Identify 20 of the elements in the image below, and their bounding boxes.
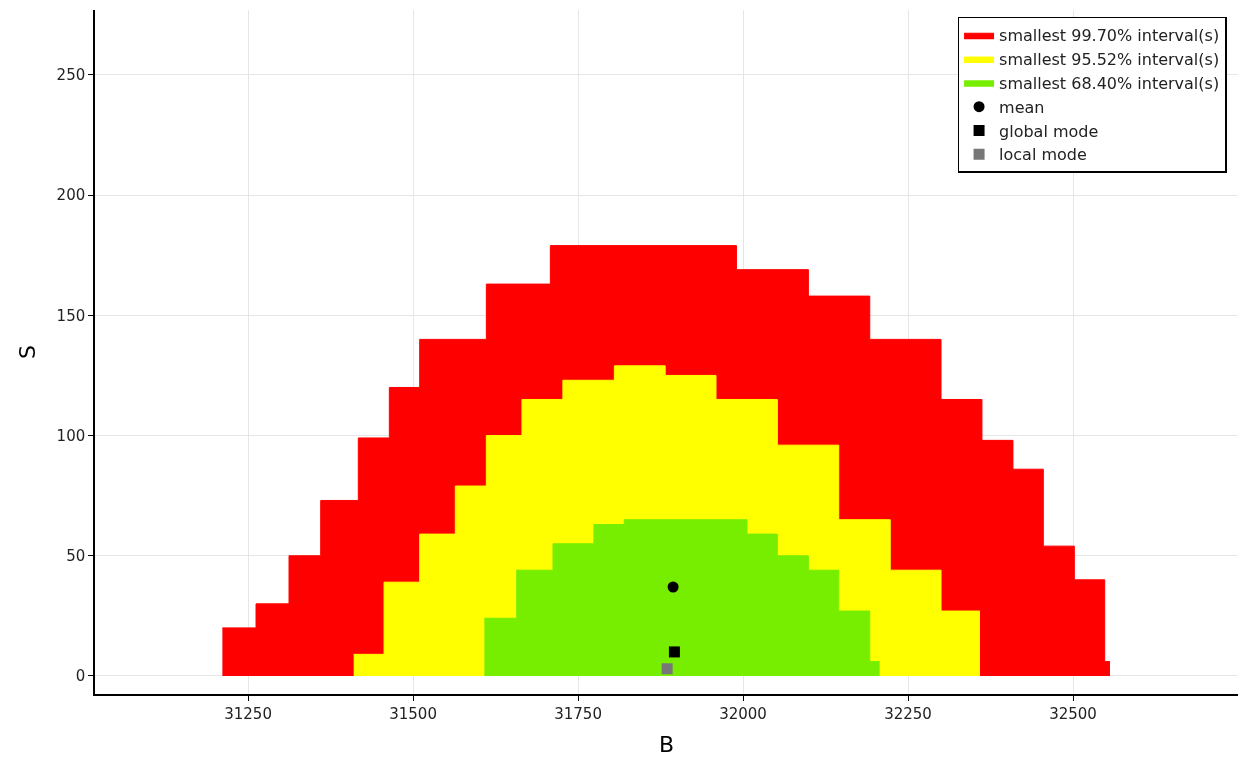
y-tick-label: 50	[66, 547, 86, 566]
legend-label: mean	[999, 97, 1045, 117]
x-tick-label: 31750	[554, 704, 602, 723]
x-tick-label: 31500	[389, 704, 437, 723]
x-tick-label: 32500	[1049, 704, 1097, 723]
x-tick-label: 32000	[719, 704, 767, 723]
y-axis-title: S	[14, 345, 40, 359]
x-axis-title: B	[658, 732, 675, 758]
y-tick-label: 200	[56, 186, 86, 205]
y-tick-label: 150	[56, 306, 86, 325]
legend-label: smallest 95.52% interval(s)	[999, 50, 1220, 70]
legend-label: global mode	[999, 121, 1099, 141]
legend-label: smallest 99.70% interval(s)	[999, 26, 1220, 46]
y-tick-label: 0	[75, 667, 86, 686]
legend-label: smallest 68.40% interval(s)	[999, 74, 1220, 94]
x-tick-label: 31250	[224, 704, 272, 723]
x-tick-label: 32250	[884, 704, 932, 723]
y-tick-label: 100	[56, 426, 86, 445]
legend-label: local mode	[999, 145, 1087, 165]
y-tick-label: 250	[56, 66, 86, 85]
